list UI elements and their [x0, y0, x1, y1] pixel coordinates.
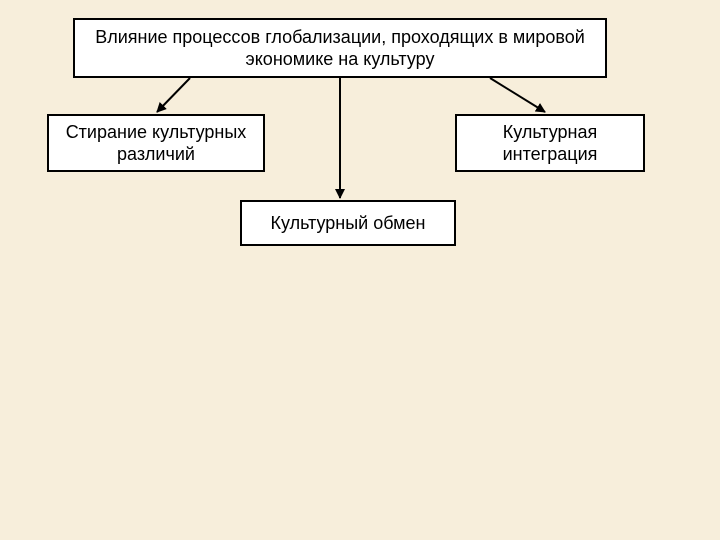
node-right: Культурная интеграция [455, 114, 645, 172]
node-left: Стирание культурных различий [47, 114, 265, 172]
node-left-label: Стирание культурных различий [55, 121, 257, 166]
node-root-label: Влияние процессов глобализации, проходящ… [81, 26, 599, 71]
node-root: Влияние процессов глобализации, проходящ… [73, 18, 607, 78]
arrows-layer [0, 0, 720, 540]
node-right-label: Культурная интеграция [463, 121, 637, 166]
node-middle: Культурный обмен [240, 200, 456, 246]
node-middle-label: Культурный обмен [270, 212, 425, 235]
diagram-canvas: Влияние процессов глобализации, проходящ… [0, 0, 720, 540]
